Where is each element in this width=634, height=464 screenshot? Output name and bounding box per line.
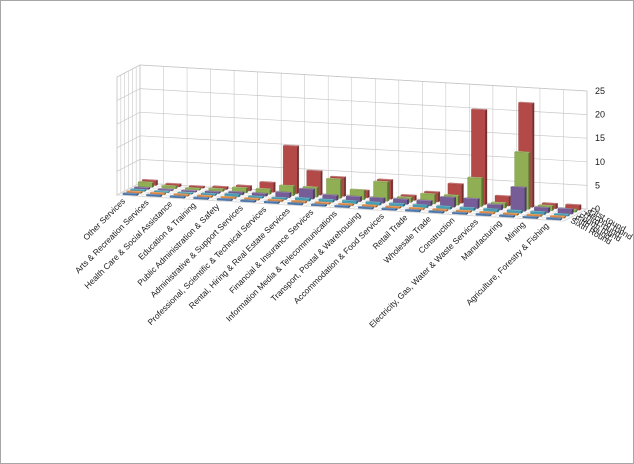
z-tick-label: 5	[595, 180, 600, 190]
z-tick-label: 0	[595, 204, 600, 214]
bar	[197, 194, 214, 198]
bar	[263, 200, 281, 204]
bar	[287, 201, 304, 206]
bar	[184, 187, 202, 191]
z-tick-label: 25	[595, 86, 605, 96]
bar	[271, 196, 288, 200]
bar	[381, 207, 398, 211]
bar	[177, 191, 194, 195]
bar	[169, 195, 187, 199]
bar	[428, 210, 445, 214]
bar	[314, 201, 332, 205]
bar	[432, 208, 449, 212]
bar	[181, 189, 198, 193]
bar	[404, 208, 422, 213]
bar	[216, 197, 233, 202]
z-tick-label: 10	[595, 157, 605, 167]
bar	[145, 193, 163, 198]
bar	[122, 192, 140, 196]
bar	[188, 185, 206, 189]
bar	[310, 203, 328, 207]
category-tick-label: Other Services	[81, 196, 127, 242]
bar	[138, 181, 155, 188]
bar	[439, 196, 457, 208]
bar	[455, 209, 472, 213]
bar	[357, 206, 375, 210]
bar	[451, 211, 469, 215]
z-tick-label: 15	[595, 133, 605, 143]
bar	[361, 204, 378, 208]
bar	[200, 192, 218, 196]
bar	[291, 199, 308, 204]
bar	[486, 203, 504, 211]
bar	[192, 196, 210, 200]
bar	[435, 205, 453, 210]
bar	[475, 212, 492, 217]
bar	[549, 214, 567, 219]
bar	[239, 199, 257, 203]
bar	[334, 204, 351, 209]
bar	[557, 207, 574, 215]
bar	[224, 192, 241, 198]
bar	[326, 177, 343, 199]
bar	[499, 214, 516, 218]
chart-bars	[122, 101, 582, 221]
bar	[134, 186, 151, 190]
bar	[502, 212, 520, 216]
bar	[510, 186, 527, 212]
bar	[275, 191, 292, 198]
bar	[157, 188, 175, 192]
bar	[545, 216, 563, 221]
bar	[247, 195, 265, 199]
bar	[220, 195, 237, 200]
bar	[161, 184, 178, 190]
bar	[463, 197, 480, 209]
bar	[149, 191, 167, 196]
bar	[389, 202, 406, 207]
floor-gridline	[116, 194, 565, 222]
bar	[479, 210, 496, 215]
bar	[522, 215, 539, 219]
bar	[267, 198, 285, 202]
z-tick-label: 20	[595, 110, 605, 120]
